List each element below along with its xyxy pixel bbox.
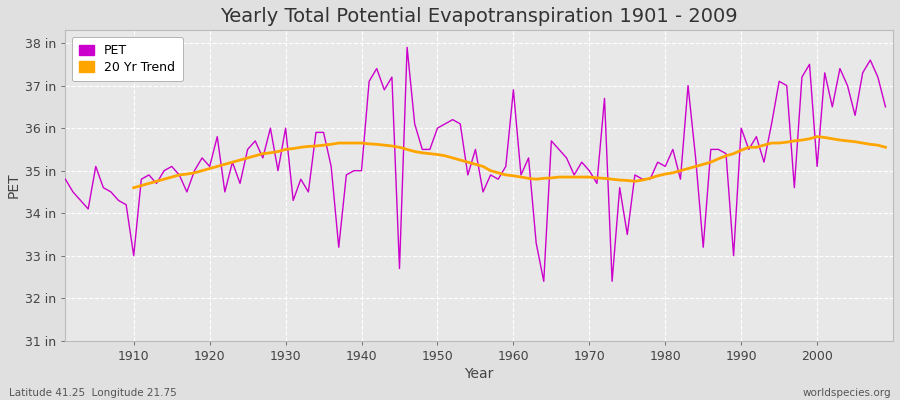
- X-axis label: Year: Year: [464, 367, 494, 381]
- Title: Yearly Total Potential Evapotranspiration 1901 - 2009: Yearly Total Potential Evapotranspiratio…: [220, 7, 738, 26]
- Legend: PET, 20 Yr Trend: PET, 20 Yr Trend: [72, 36, 183, 81]
- Text: Latitude 41.25  Longitude 21.75: Latitude 41.25 Longitude 21.75: [9, 388, 176, 398]
- Y-axis label: PET: PET: [7, 173, 21, 198]
- Text: worldspecies.org: worldspecies.org: [803, 388, 891, 398]
